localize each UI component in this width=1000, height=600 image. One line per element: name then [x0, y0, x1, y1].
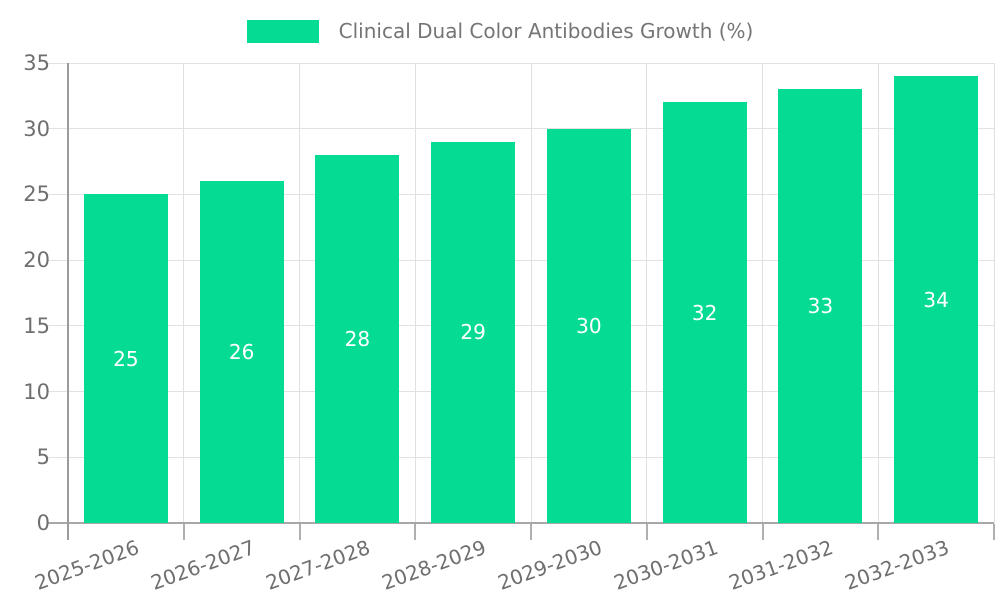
bar[interactable]: 25	[83, 194, 168, 523]
y-tick-label: 35	[23, 51, 50, 75]
bar[interactable]: 30	[546, 128, 631, 523]
bar-value-label: 25	[113, 346, 139, 371]
legend-label: Clinical Dual Color Antibodies Growth (%…	[338, 19, 754, 43]
x-axis-tick	[761, 524, 764, 540]
x-tick-label: 2027-2028	[262, 535, 374, 595]
legend-swatch	[246, 19, 319, 43]
bar[interactable]: 33	[778, 89, 863, 523]
gridline-vertical	[646, 63, 648, 523]
x-axis-tick	[993, 524, 995, 540]
bar-value-label: 29	[460, 320, 486, 345]
bar[interactable]: 29	[431, 141, 516, 523]
x-tick-label: 2029-2030	[494, 535, 606, 595]
bar[interactable]: 28	[315, 155, 400, 523]
y-tick-label: 30	[23, 116, 50, 141]
x-tick-label: 2026-2027	[147, 535, 258, 595]
x-tick-label: 2030-2031	[610, 535, 721, 595]
gridline-horizontal	[48, 259, 994, 261]
gridline-horizontal	[48, 325, 994, 327]
bar[interactable]: 34	[894, 76, 979, 523]
y-tick-label: 0	[36, 511, 50, 535]
y-tick-label: 25	[23, 182, 50, 207]
x-tick-label: 2031-2032	[725, 535, 837, 595]
bar-value-label: 26	[228, 340, 255, 365]
gridline-vertical	[183, 63, 185, 523]
gridline-vertical	[414, 63, 416, 523]
x-axis-tick	[877, 524, 880, 540]
gridline-vertical	[762, 63, 763, 523]
bar-value-label: 34	[923, 287, 949, 312]
x-axis-line	[48, 522, 994, 524]
bar-value-label: 30	[576, 313, 602, 338]
gridline-horizontal	[48, 193, 994, 195]
x-axis-tick	[414, 524, 417, 540]
x-axis-tick	[182, 524, 185, 540]
bar-value-label: 33	[807, 294, 834, 319]
y-tick-label: 20	[23, 248, 50, 273]
gridline-horizontal	[48, 128, 994, 130]
x-axis-tick	[298, 524, 301, 540]
bar-value-label: 32	[691, 300, 718, 325]
y-tick-label: 15	[23, 313, 50, 338]
x-axis-tick	[530, 524, 532, 540]
x-tick-label: 2025-2026	[31, 535, 143, 595]
gridline-vertical	[299, 63, 300, 523]
x-tick-label: 2028-2029	[378, 535, 490, 595]
y-axis-line	[67, 63, 69, 540]
y-tick-label: 5	[36, 445, 50, 470]
x-tick-label: 2032-2033	[841, 535, 953, 595]
gridline-horizontal	[48, 391, 994, 393]
plot-area: 25 26 28 29 30 32 33 34	[48, 62, 995, 540]
legend[interactable]: Clinical Dual Color Antibodies Growth (%…	[0, 19, 1000, 43]
gridline-horizontal	[48, 62, 994, 64]
bar-value-label: 28	[344, 327, 371, 351]
gridline-vertical	[993, 63, 995, 523]
gridline-vertical	[877, 63, 879, 523]
y-tick-label: 10	[23, 379, 50, 404]
gridline-vertical	[530, 63, 532, 523]
bar[interactable]: 32	[662, 102, 747, 523]
gridline-horizontal	[48, 456, 994, 458]
bar[interactable]: 26	[199, 181, 284, 523]
x-axis-tick	[645, 524, 648, 540]
